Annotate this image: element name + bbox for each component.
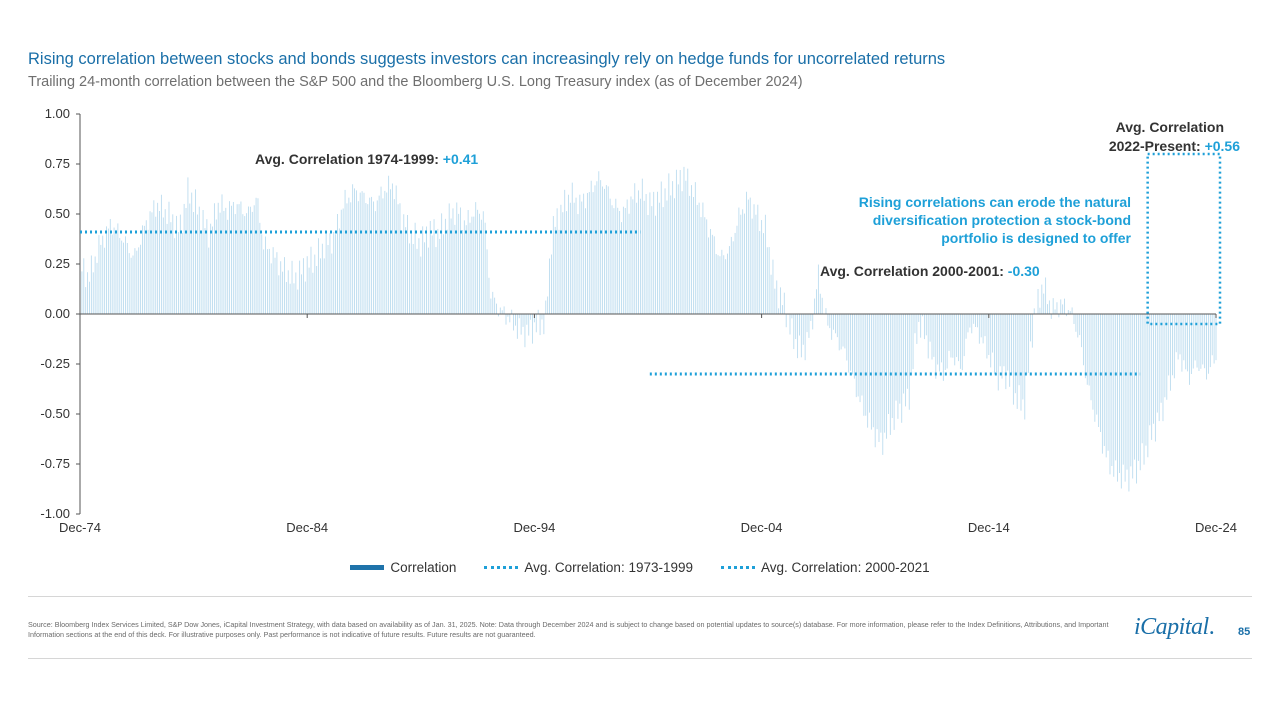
legend-label-avg-1973-1999: Avg. Correlation: 1973-1999 [524,560,694,575]
chart-svg: 1.00 0.75 0.50 0.25 0.00 -0.25 -0.50 -0.75 -1.00… [40,106,1240,535]
chart-axes [79,114,1216,514]
avg-1974-1999-annotation: Avg. Correlation 1974-1999: +0.41 [255,151,478,167]
note-line-2: diversification protection a stock-bond [873,212,1131,228]
legend-item-correlation: Correlation [350,560,456,575]
avg-2022-line1: Avg. Correlation [1116,119,1224,135]
chart-subtitle: Trailing 24-month correlation between th… [28,74,803,90]
axis-ticks: 1.00 0.75 0.50 0.25 0.00 -0.25 -0.50 -0.75 -1.00… [40,106,1237,535]
note-line-1: Rising correlations can erode the natura… [859,194,1131,210]
y-tick-label: 0.00 [45,306,70,321]
legend-swatch-dotted [484,566,519,569]
avg-2000-2001-annotation: Avg. Correlation 2000-2001: -0.30 [820,263,1040,279]
y-tick-label: 1.00 [45,106,70,121]
y-tick-label: -1.00 [40,506,70,521]
note-line-3: portfolio is designed to offer [941,230,1131,246]
page-number: 85 [1238,626,1251,638]
x-tick-label: Dec-84 [286,520,328,535]
correlation-bars [79,166,1217,492]
y-tick-label: -0.75 [40,456,70,471]
footer-divider-top [28,596,1252,597]
legend-label-avg-2000-2021: Avg. Correlation: 2000-2021 [761,560,930,575]
icapital-logo: iCapital. [1134,614,1215,640]
chart-title: Rising correlation between stocks and bo… [28,50,946,68]
source-note: Source: Bloomberg Index Services Limited… [28,620,1109,639]
footer-divider-bottom [28,658,1252,659]
y-tick-label: 0.75 [45,156,70,171]
legend-label-correlation: Correlation [390,560,457,575]
y-tick-label: -0.25 [40,356,70,371]
average-lines [80,230,1141,376]
x-tick-label: Dec-94 [513,520,555,535]
y-tick-label: 0.25 [45,256,70,271]
legend-item-avg-2000-2021: Avg. Correlation: 2000-2021 [721,560,930,575]
y-tick-label: -0.50 [40,406,70,421]
avg-2022-highlight-box [1146,152,1222,326]
avg-2022-line2: 2022-Present: +0.56 [1109,138,1240,154]
x-tick-label: Dec-14 [968,520,1010,535]
legend-swatch-solid [350,565,385,570]
x-tick-label: Dec-74 [59,520,101,535]
x-tick-label: Dec-04 [741,520,783,535]
legend-item-avg-1973-1999: Avg. Correlation: 1973-1999 [484,560,693,575]
legend-swatch-dotted [721,566,756,569]
y-tick-label: 0.50 [45,206,70,221]
x-tick-label: Dec-24 [1195,520,1237,535]
chart-legend: Correlation Avg. Correlation: 1973-1999 … [0,560,1280,575]
